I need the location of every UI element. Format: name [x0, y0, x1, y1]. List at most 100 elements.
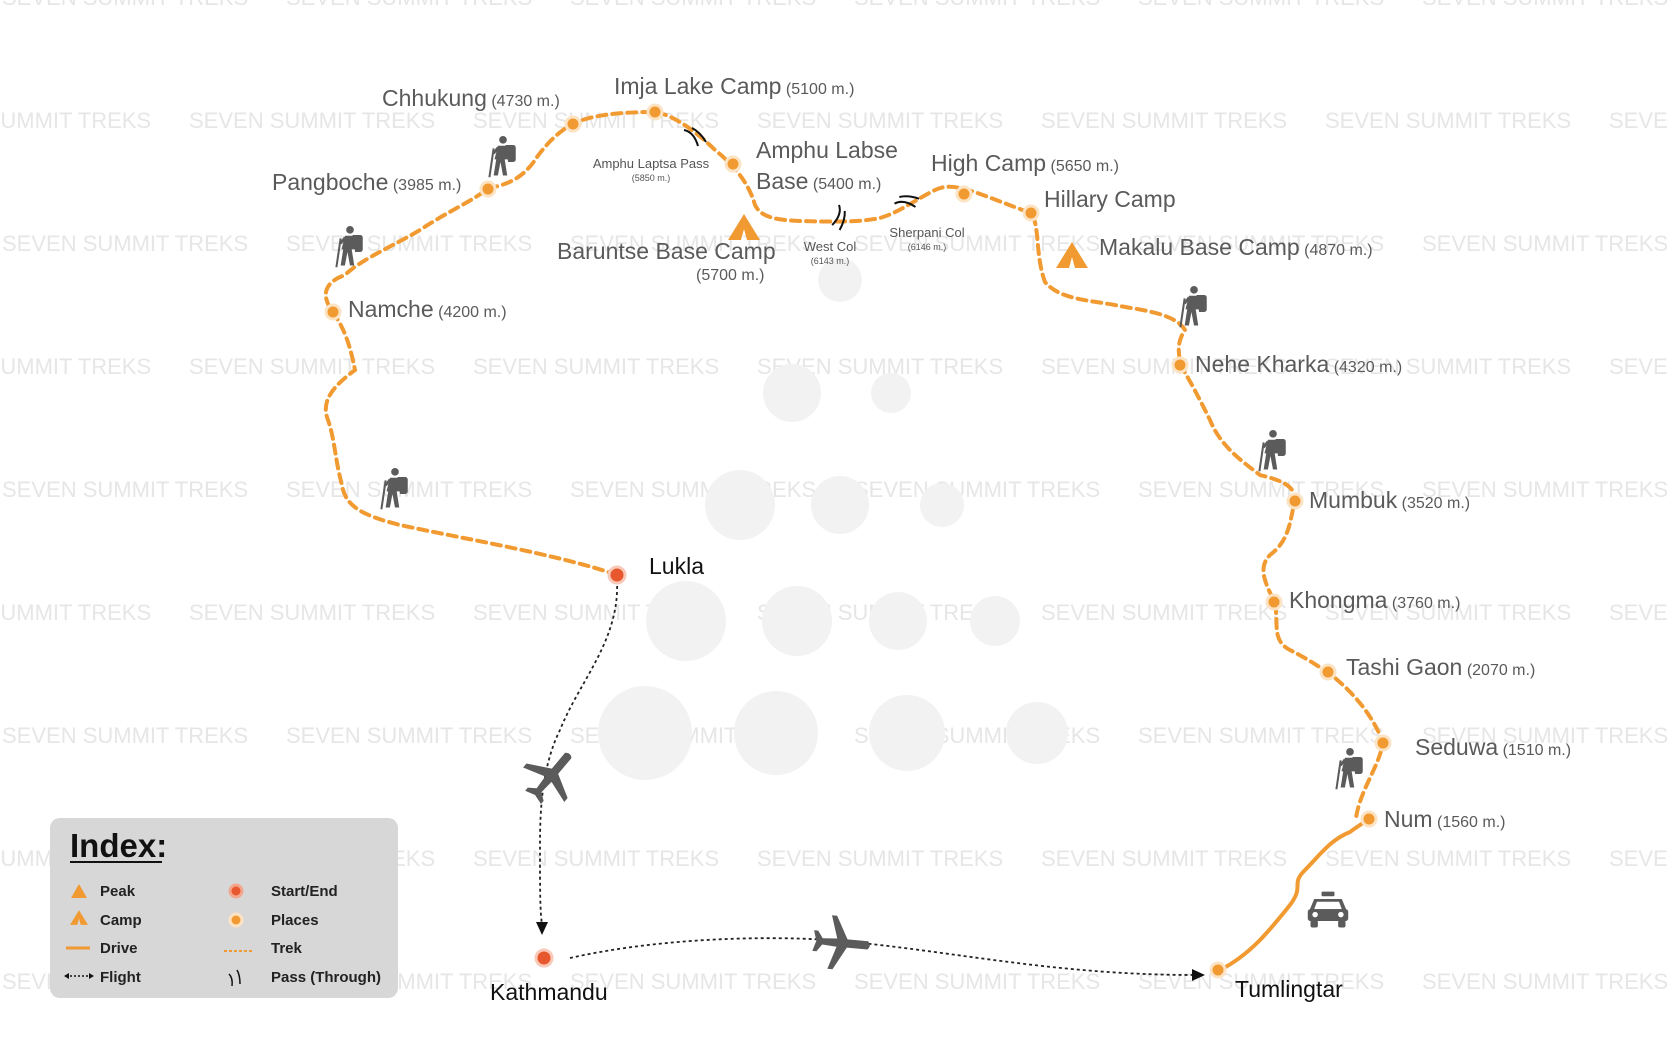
watermark-text: SEVEN SUMMIT TREKS — [2, 0, 248, 10]
index-label-places: Places — [271, 912, 319, 929]
watermark-text: SEVEN SUMMIT TREKS — [570, 0, 816, 10]
watermark-text: SEVEN SUMMIT TREKS — [189, 108, 435, 133]
watermark-text: SEVEN SUMMIT TREKS — [854, 477, 1100, 502]
watermark-text: SEVEN SUMMIT TREKS — [1138, 231, 1384, 256]
place-label-chhukung: Chhukung (4730 m.) — [382, 85, 560, 111]
place-icon — [228, 912, 244, 928]
watermark-text: SEVEN SUMMIT TREKS — [570, 969, 816, 994]
flight-route-lukla-kathmandu — [539, 579, 618, 926]
watermark-text: SEVEN SUMMIT TREKS — [286, 0, 532, 10]
watermark-text: SEVEN SUMMIT TREKS — [1041, 846, 1287, 871]
watermark-text: SEVEN SUMMIT TREKS — [854, 0, 1100, 10]
watermark-text: SEVEN SUMMIT TREKS — [286, 477, 532, 502]
place-marker-khongma — [1265, 593, 1283, 611]
pass-label-sherpani-col: Sherpani Col — [889, 225, 964, 240]
place-marker-pangboche — [479, 180, 497, 198]
index-label-start-end: Start/End — [271, 883, 338, 900]
index-label-peak: Peak — [100, 883, 136, 900]
watermark-text: SEVEN SUMMIT TREKS — [0, 600, 151, 625]
place-marker-mumbuk — [1286, 492, 1304, 510]
place-label-amphu: Amphu Labse — [756, 137, 898, 163]
watermark-text: SEVEN SUMMIT TREKS — [473, 108, 719, 133]
end-marker-tumlingtar — [1209, 961, 1227, 979]
hiker-icon — [1334, 746, 1365, 791]
watermark-text: SEVEN SUMMIT TREKS — [854, 969, 1100, 994]
watermark-text: SEVEN SUMMIT TREKS — [1609, 846, 1667, 871]
watermark-text: SEVEN SUMMIT TREKS — [757, 846, 1003, 871]
watermark-text: SEVEN SUMMIT TREKS — [2, 477, 248, 502]
car-icon — [1307, 891, 1349, 928]
watermark-text: SEVEN SUMMIT TREKS — [1138, 477, 1384, 502]
airplane-icon — [810, 913, 873, 973]
pass-elev-sherpani-col: (6146 m.) — [908, 242, 947, 252]
start-marker-kathmandu — [534, 948, 554, 968]
watermark-text: SEVEN SUMMIT TREKS — [1422, 477, 1667, 502]
place-marker-amphu — [724, 155, 742, 173]
watermark-text: SEVEN SUMMIT TREKS — [570, 231, 816, 256]
watermark-text: SEVEN SUMMIT TREKS — [286, 231, 532, 256]
watermark-text: SEVEN SUMMIT TREKS — [2, 723, 248, 748]
start-marker-lukla — [607, 565, 627, 585]
watermark-text: SEVEN SUMMIT TREKS — [189, 354, 435, 379]
pass-elev-amphu-laptsa: (5850 m.) — [632, 173, 671, 183]
watermark-text: SEVEN SUMMIT TREKS — [1609, 600, 1667, 625]
watermark-text: SEVEN SUMMIT TREKS — [1138, 723, 1384, 748]
index-title: Index: — [70, 827, 167, 864]
watermark-text: SEVEN SUMMIT TREKS — [1041, 108, 1287, 133]
place-label-seduwa: Seduwa (1510 m.) — [1415, 734, 1571, 760]
watermark-text: SEVEN SUMMIT TREKS — [1138, 969, 1384, 994]
pass-icon — [824, 202, 853, 234]
pass-icon — [228, 969, 241, 987]
watermark-text: SEVEN SUMMIT TREKS — [0, 354, 151, 379]
watermark-text: SEVEN SUMMIT TREKS — [1041, 354, 1287, 379]
hiker-icon — [487, 134, 518, 179]
watermark-text: SEVEN SUMMIT TREKS — [1325, 846, 1571, 871]
watermark-text: SEVEN SUMMIT TREKS — [2, 231, 248, 256]
place-marker-chhukung — [564, 115, 582, 133]
start-end-icon — [228, 883, 244, 899]
place-label-pangboche: Pangboche (3985 m.) — [272, 169, 461, 195]
index-label-trek: Trek — [271, 940, 303, 957]
watermark-text: SEVEN SUMMIT TREKS — [1325, 108, 1571, 133]
drive-route — [1219, 816, 1372, 972]
place-label-baruntse: Baruntse Base Camp — [557, 238, 776, 264]
place-label-num: Num (1560 m.) — [1384, 806, 1505, 832]
watermark-text: SEVEN SUMMIT TREKS — [1041, 600, 1287, 625]
place-marker-num — [1360, 810, 1378, 828]
flight-arrowhead — [536, 922, 548, 935]
place-label-mumbuk: Mumbuk (3520 m.) — [1309, 487, 1470, 513]
pass-label-west-col: West Col — [804, 239, 857, 254]
place-label-nehe: Nehe Kharka (4320 m.) — [1195, 351, 1402, 377]
place-label-amphu-2: Base (5400 m.) — [756, 168, 881, 194]
watermark-text: SEVEN SUMMIT TREKS — [570, 477, 816, 502]
place-marker-imja — [646, 103, 664, 121]
place-label-tashi: Tashi Gaon (2070 m.) — [1346, 654, 1535, 680]
watermark-text: SEVEN SUMMIT TREKS — [189, 600, 435, 625]
watermark-text: SEVEN SUMMIT TREKS — [473, 846, 719, 871]
index-label-pass: Pass (Through) — [271, 969, 381, 986]
place-label-makalu: Makalu Base Camp (4870 m.) — [1099, 234, 1373, 260]
place-marker-nehe — [1171, 356, 1189, 374]
place-marker-namche — [324, 303, 342, 321]
watermark-text: SEVEN SUMMIT TREKS — [1609, 108, 1667, 133]
watermark-text: SEVEN SUMMIT TREKS — [473, 354, 719, 379]
watermark-text: SEVEN SUMMIT TREKS — [1422, 723, 1667, 748]
index-label-flight: Flight — [100, 969, 141, 986]
place-marker-tashi — [1319, 663, 1337, 681]
place-label-hillary: Hillary Camp — [1044, 186, 1176, 212]
place-label-lukla: Lukla — [649, 553, 704, 579]
flight-arrowhead — [1192, 969, 1205, 981]
watermark-text: SEVEN SUMMIT TREKS — [1325, 354, 1571, 379]
background-circles — [598, 258, 1068, 780]
place-label-kathmandu: Kathmandu — [490, 979, 608, 1005]
place-label-khongma: Khongma (3760 m.) — [1289, 587, 1460, 613]
peak-icon — [71, 884, 87, 898]
place-marker-hillary — [1022, 204, 1040, 222]
place-label-tumlingtar: Tumlingtar — [1235, 976, 1343, 1002]
index-label-camp: Camp — [100, 912, 142, 929]
pass-elev-west-col: (6143 m.) — [811, 256, 850, 266]
hiker-icon — [379, 466, 410, 511]
place-label-highcamp: High Camp (5650 m.) — [931, 150, 1119, 176]
place-marker-highcamp — [955, 185, 973, 203]
